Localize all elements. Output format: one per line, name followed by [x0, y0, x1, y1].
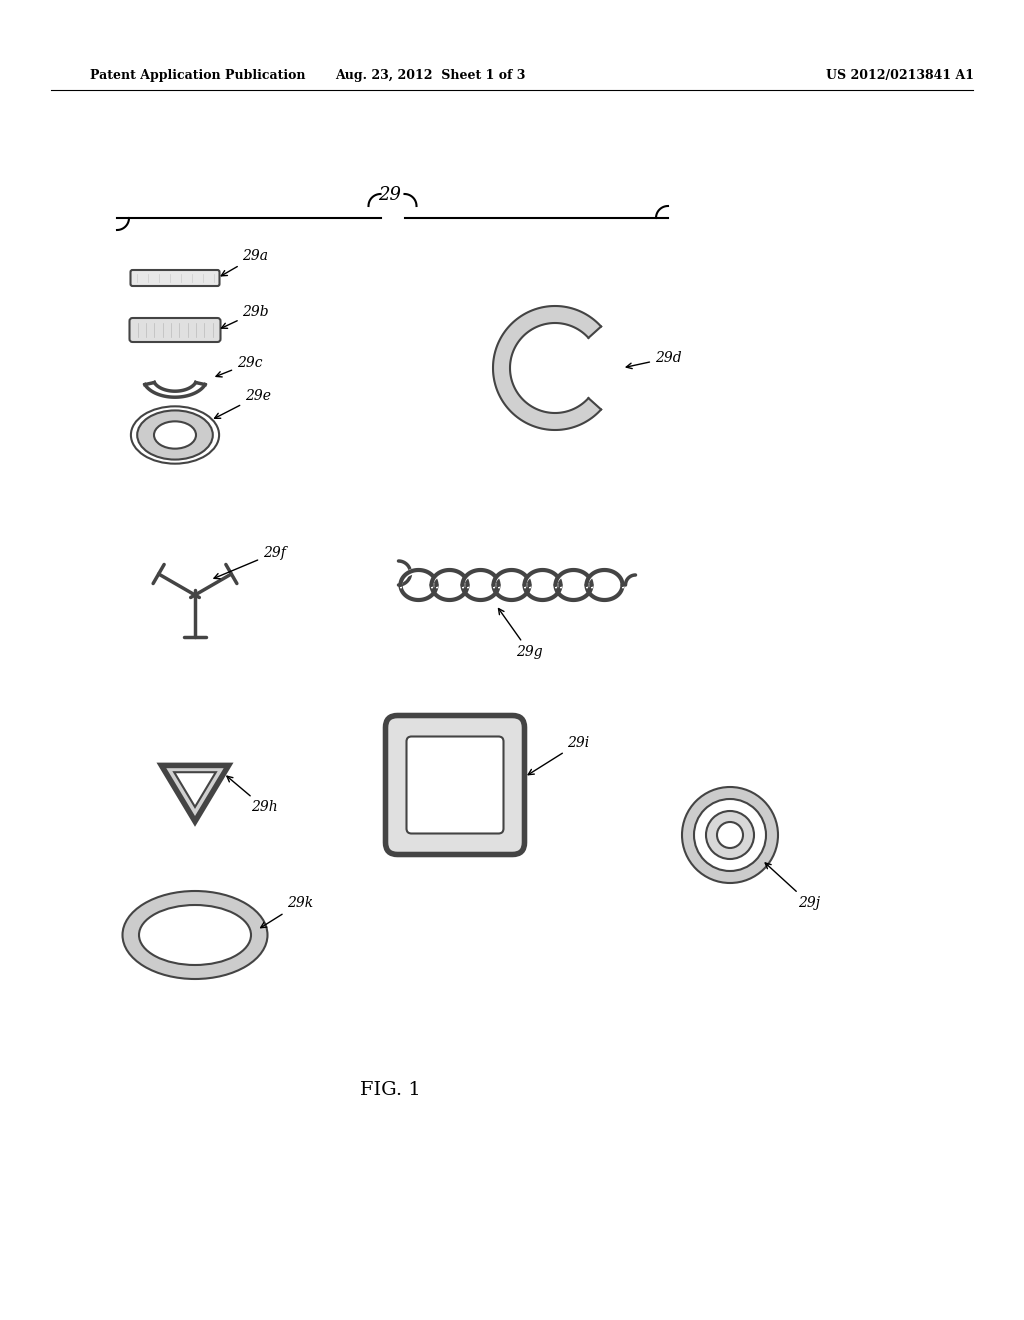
- Text: 29g: 29g: [499, 609, 543, 659]
- Text: 29b: 29b: [221, 305, 269, 329]
- Text: 29d: 29d: [627, 351, 682, 368]
- Text: 29a: 29a: [221, 249, 268, 276]
- FancyBboxPatch shape: [130, 271, 219, 286]
- Text: US 2012/0213841 A1: US 2012/0213841 A1: [826, 69, 974, 82]
- Text: 29f: 29f: [214, 546, 286, 578]
- Circle shape: [706, 810, 754, 859]
- Text: Patent Application Publication: Patent Application Publication: [90, 69, 305, 82]
- Circle shape: [694, 799, 766, 871]
- Ellipse shape: [154, 421, 196, 449]
- Circle shape: [717, 822, 743, 847]
- FancyBboxPatch shape: [407, 737, 504, 833]
- Text: 29h: 29h: [227, 776, 278, 814]
- Text: 29: 29: [379, 186, 401, 205]
- Text: 29k: 29k: [261, 896, 313, 928]
- FancyBboxPatch shape: [129, 318, 220, 342]
- Text: 29j: 29j: [765, 863, 820, 909]
- FancyBboxPatch shape: [385, 715, 524, 854]
- Text: Aug. 23, 2012  Sheet 1 of 3: Aug. 23, 2012 Sheet 1 of 3: [335, 69, 525, 82]
- Text: 29c: 29c: [216, 356, 262, 378]
- Polygon shape: [162, 766, 228, 821]
- Polygon shape: [493, 306, 601, 430]
- Text: FIG. 1: FIG. 1: [359, 1081, 421, 1100]
- Ellipse shape: [123, 891, 267, 979]
- Polygon shape: [174, 772, 216, 807]
- Text: 29e: 29e: [215, 389, 271, 418]
- Ellipse shape: [137, 411, 213, 459]
- Ellipse shape: [139, 906, 251, 965]
- Circle shape: [682, 787, 778, 883]
- Text: 29i: 29i: [528, 737, 590, 775]
